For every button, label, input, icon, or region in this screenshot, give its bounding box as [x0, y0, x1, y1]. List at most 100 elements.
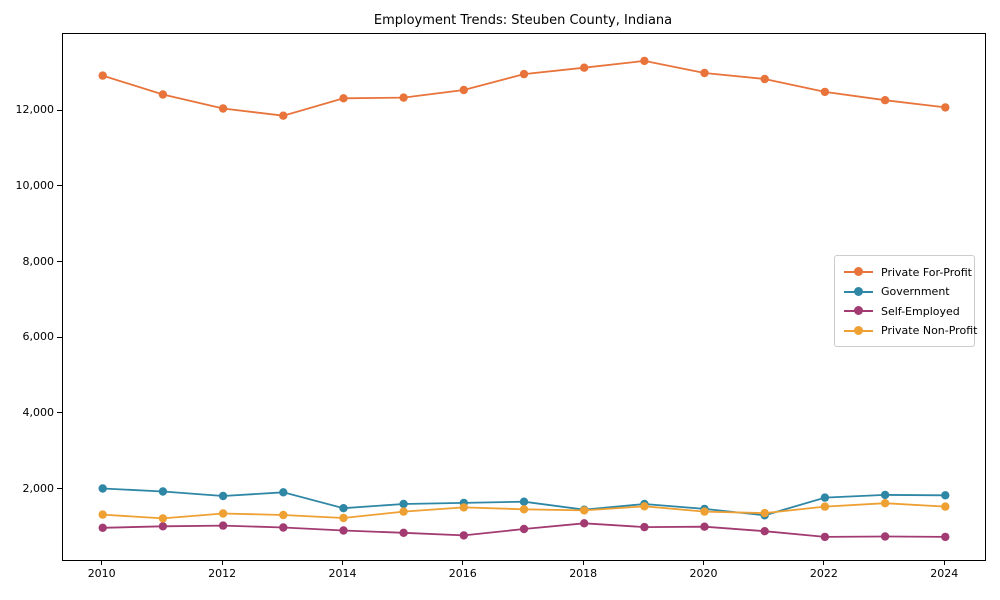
- data-point: [339, 504, 348, 513]
- y-tick-mark: [57, 488, 62, 490]
- plot-area: Private For-Profit Government Self-Emplo…: [62, 33, 986, 561]
- series-line: [102, 59, 946, 117]
- data-point: [218, 491, 228, 501]
- data-point: [399, 499, 408, 509]
- data-point: [98, 523, 107, 532]
- data-point: [760, 508, 769, 518]
- data-point: [98, 71, 107, 80]
- chart-title: Employment Trends: Steuben County, India…: [373, 13, 673, 28]
- data-point: [339, 94, 348, 103]
- data-point: [820, 87, 830, 97]
- data-point: [640, 522, 649, 532]
- data-point: [880, 499, 890, 508]
- data-point: [218, 521, 228, 530]
- x-tick-mark: [703, 560, 704, 565]
- x-tick-label: 2014: [328, 567, 357, 580]
- line-marker-icon: [844, 325, 873, 336]
- y-tick-label: 12,000: [15, 103, 55, 117]
- x-tick-label: 2018: [569, 567, 598, 580]
- data-point: [98, 484, 107, 493]
- data-point: [279, 523, 288, 532]
- legend-item-government: Government: [844, 283, 966, 301]
- data-point: [820, 493, 830, 502]
- legend: Private For-Profit Government Self-Emplo…: [834, 255, 977, 347]
- data-point: [158, 487, 168, 496]
- data-point: [218, 104, 228, 113]
- data-point: [880, 96, 890, 105]
- data-point: [279, 510, 288, 520]
- x-tick-label: 2022: [809, 567, 838, 580]
- data-point: [640, 502, 649, 511]
- y-tick-mark: [57, 109, 62, 111]
- y-tick-label: 4,000: [22, 405, 55, 419]
- y-tick-label: 8,000: [22, 254, 55, 268]
- x-tick-label: 2012: [208, 567, 237, 580]
- y-tick-mark: [57, 261, 62, 263]
- legend-item-private-non-profit: Private Non-Profit: [844, 322, 977, 340]
- y-tick-label: 6,000: [22, 330, 55, 344]
- legend-label: Private Non-Profit: [881, 324, 978, 338]
- y-tick-label: 2,000: [22, 481, 55, 495]
- data-point: [519, 497, 529, 506]
- data-point: [459, 531, 468, 540]
- x-tick-mark: [342, 560, 343, 565]
- data-point: [880, 532, 890, 541]
- y-tick-label: 10,000: [15, 178, 55, 192]
- data-point: [399, 507, 408, 516]
- data-point: [519, 69, 529, 79]
- data-point: [820, 532, 830, 542]
- data-point: [880, 490, 890, 500]
- data-point: [941, 532, 950, 542]
- legend-item-self-employed: Self-Employed: [844, 302, 966, 320]
- x-tick-mark: [462, 560, 464, 565]
- data-point: [98, 510, 107, 519]
- data-point: [700, 522, 709, 531]
- data-point: [339, 513, 348, 523]
- data-point: [519, 524, 529, 534]
- y-tick-mark: [57, 412, 62, 414]
- x-tick-mark: [582, 560, 584, 565]
- data-point: [640, 56, 649, 66]
- x-tick-mark: [221, 560, 223, 565]
- data-point: [279, 111, 288, 120]
- data-point: [158, 522, 168, 531]
- data-point: [158, 90, 168, 99]
- line-marker-icon: [844, 286, 873, 297]
- data-point: [941, 491, 950, 500]
- data-point: [519, 505, 529, 514]
- data-point: [399, 93, 408, 102]
- data-point: [820, 502, 830, 511]
- data-point: [700, 507, 709, 516]
- data-point: [580, 506, 589, 515]
- y-tick-mark: [57, 185, 62, 187]
- y-tick-mark: [57, 336, 62, 338]
- data-point: [580, 519, 589, 528]
- data-point: [760, 74, 769, 84]
- data-point: [700, 68, 709, 78]
- x-tick-mark: [943, 560, 945, 565]
- data-point: [399, 528, 408, 537]
- data-point: [459, 85, 468, 95]
- legend-label: Self-Employed: [881, 304, 960, 318]
- x-tick-label: 2010: [87, 567, 116, 580]
- x-tick-mark: [101, 560, 103, 565]
- legend-label: Private For-Profit: [881, 265, 972, 279]
- line-marker-icon: [844, 267, 873, 277]
- data-point: [760, 527, 769, 536]
- line-chart-svg: [98, 56, 950, 542]
- x-tick-label: 2020: [689, 567, 718, 580]
- x-tick-label: 2016: [448, 567, 477, 580]
- data-point: [218, 509, 228, 518]
- data-point: [941, 103, 950, 112]
- legend-label: Government: [881, 285, 950, 299]
- line-marker-icon: [844, 306, 873, 316]
- data-point: [279, 488, 288, 497]
- x-tick-label: 2024: [930, 567, 959, 580]
- x-tick-mark: [823, 560, 825, 565]
- data-point: [158, 514, 168, 523]
- data-point: [459, 503, 468, 512]
- data-point: [339, 526, 348, 535]
- data-point: [941, 502, 950, 511]
- legend-item-private-for-profit: Private For-Profit: [844, 263, 972, 281]
